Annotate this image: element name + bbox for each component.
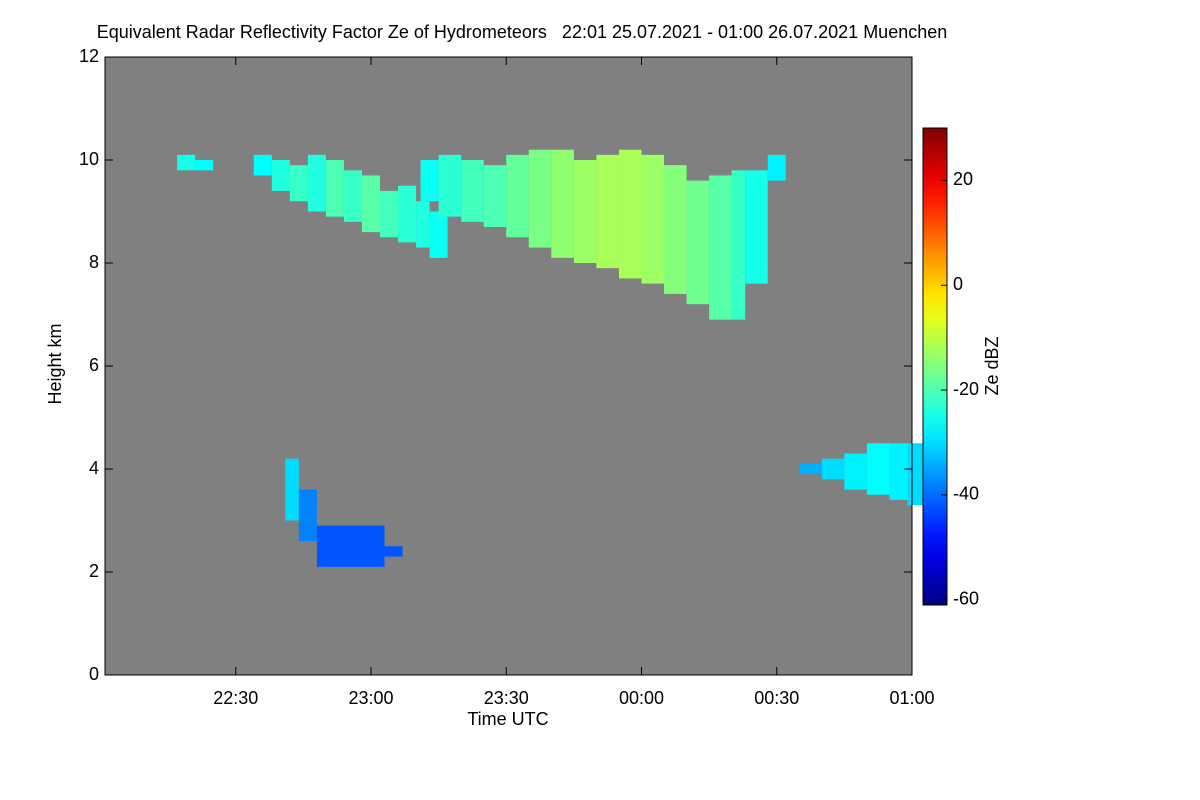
echo-column — [289, 165, 308, 202]
echo-column — [253, 154, 272, 176]
echo-column — [573, 160, 597, 263]
colorbar-tick-label: -40 — [953, 484, 979, 504]
echo-column — [821, 458, 845, 480]
echo-column — [285, 458, 299, 521]
y-tick-label: 10 — [79, 149, 99, 169]
colorbar-tick-label: 0 — [953, 274, 963, 294]
colorbar — [922, 127, 948, 606]
echo-column — [438, 154, 462, 217]
echo-column — [799, 463, 822, 475]
echo-column — [664, 165, 687, 294]
echo-column — [316, 525, 385, 567]
echo-column — [844, 453, 867, 490]
echo-column — [528, 149, 552, 248]
echo-column — [866, 443, 890, 495]
echo-column — [384, 546, 403, 557]
x-tick-label: 01:00 — [889, 688, 934, 708]
echo-column — [343, 170, 362, 222]
echo-column — [177, 154, 196, 171]
echo-column — [745, 170, 768, 284]
y-tick-label: 8 — [89, 252, 99, 272]
echo-column — [889, 443, 908, 500]
echo-column — [483, 165, 507, 227]
colorbar-tick-label: -60 — [953, 589, 979, 609]
y-tick-label: 6 — [89, 355, 99, 375]
echo-column — [195, 160, 214, 171]
echo-column — [551, 149, 574, 258]
colorbar-tick-label: 20 — [953, 169, 973, 189]
echo-column — [380, 190, 399, 238]
y-axis-label: Height km — [45, 323, 65, 404]
echo-column — [641, 154, 665, 284]
echo-column — [429, 211, 448, 258]
x-axis-label: Time UTC — [467, 709, 548, 729]
x-tick-label: 00:30 — [754, 688, 799, 708]
y-tick-label: 12 — [79, 46, 99, 66]
echo-column — [767, 154, 786, 181]
echo-column — [461, 160, 484, 222]
echo-column — [709, 175, 732, 320]
colorbar-label: Ze dBZ — [982, 336, 1002, 395]
x-tick-label: 00:00 — [619, 688, 664, 708]
echo-column — [361, 175, 381, 233]
y-tick-label: 0 — [89, 664, 99, 684]
echo-column — [325, 160, 344, 217]
y-tick-label: 4 — [89, 458, 99, 478]
echo-column — [416, 201, 430, 248]
echo-column — [731, 170, 746, 320]
echo-column — [686, 180, 710, 305]
colorbar-tick-label: -20 — [953, 379, 979, 399]
x-tick-label: 23:00 — [348, 688, 393, 708]
echo-column — [398, 185, 417, 243]
echo-column — [596, 154, 619, 269]
echo-column — [506, 154, 529, 238]
echo-column — [271, 160, 290, 191]
chart-title: Equivalent Radar Reflectivity Factor Ze … — [97, 22, 948, 42]
echo-column — [420, 160, 439, 202]
y-tick-label: 2 — [89, 561, 99, 581]
echo-column — [618, 149, 642, 279]
x-tick-label: 22:30 — [213, 688, 258, 708]
echo-column — [307, 154, 326, 212]
x-tick-label: 23:30 — [484, 688, 529, 708]
echo-column — [298, 489, 317, 542]
plot-background — [105, 57, 912, 675]
